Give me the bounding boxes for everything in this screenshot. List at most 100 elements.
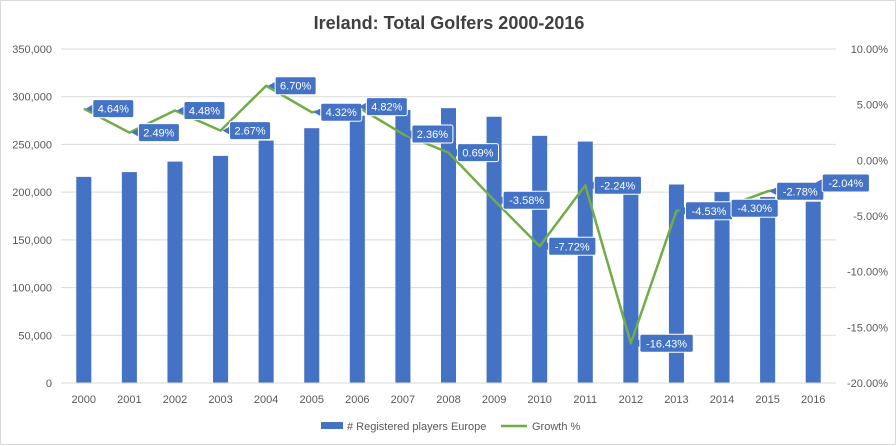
- right-tick-label: -5.00%: [853, 211, 888, 223]
- left-tick-label: 350,000: [12, 44, 52, 56]
- left-tick-label: 300,000: [12, 92, 52, 104]
- x-tick-label: 2003: [208, 394, 232, 406]
- chart-title: Ireland: Total Golfers 2000-2016: [314, 13, 585, 33]
- left-tick-label: 0: [46, 378, 52, 390]
- bar: [121, 172, 137, 383]
- growth-data-label: -2.24%: [587, 175, 642, 195]
- growth-data-label: 4.82%: [359, 97, 408, 117]
- x-tick-label: 2006: [345, 394, 369, 406]
- label-pointer: [587, 181, 595, 190]
- growth-data-label: -2.04%: [815, 173, 870, 193]
- bar: [167, 161, 183, 383]
- x-tick-label: 2004: [254, 394, 278, 406]
- right-tick-label: -10.00%: [847, 267, 888, 279]
- label-text: 4.82%: [371, 102, 402, 114]
- growth-data-label: 4.48%: [176, 100, 226, 120]
- label-pointer: [724, 204, 732, 213]
- label-pointer: [541, 242, 549, 251]
- x-tick-label: 2013: [664, 394, 688, 406]
- bar: [395, 110, 411, 384]
- label-pointer: [222, 126, 230, 135]
- label-box: [274, 76, 317, 96]
- label-box: [730, 198, 779, 218]
- label-text: -2.04%: [828, 178, 863, 190]
- label-text: 2.36%: [417, 129, 448, 141]
- label-text: 4.48%: [189, 105, 220, 117]
- label-box: [183, 100, 226, 120]
- x-tick-label: 2002: [163, 394, 187, 406]
- label-box: [548, 236, 597, 256]
- bar: [532, 135, 548, 383]
- right-tick-label: 0.00%: [857, 155, 888, 167]
- label-box: [593, 175, 642, 195]
- label-pointer: [496, 196, 504, 205]
- growth-data-label: -4.53%: [678, 201, 734, 221]
- x-tick-label: 2009: [482, 394, 506, 406]
- label-box: [457, 143, 499, 163]
- label-pointer: [176, 106, 184, 115]
- bar: [668, 184, 684, 383]
- bar: [623, 180, 639, 383]
- right-tick-label: -15.00%: [847, 322, 888, 334]
- label-text: 4.32%: [326, 107, 357, 119]
- x-tick-label: 2010: [527, 394, 551, 406]
- label-text: 4.64%: [98, 104, 129, 116]
- label-box: [137, 123, 180, 143]
- label-text: -2.78%: [783, 186, 818, 198]
- label-text: 2.49%: [143, 128, 174, 140]
- label-pointer: [450, 148, 458, 157]
- x-tick-label: 2000: [72, 394, 96, 406]
- growth-data-label: -16.43%: [632, 333, 694, 353]
- left-tick-label: 250,000: [12, 139, 52, 151]
- label-box: [502, 190, 551, 210]
- x-tick-label: 2016: [801, 394, 825, 406]
- label-text: -16.43%: [646, 338, 687, 350]
- bar: [805, 201, 821, 383]
- label-text: -4.30%: [737, 203, 772, 215]
- growth-data-label: 4.32%: [313, 102, 363, 122]
- label-text: -3.58%: [509, 195, 544, 207]
- right-tick-label: 5.00%: [857, 100, 888, 112]
- left-tick-label: 200,000: [12, 187, 52, 199]
- label-text: -2.24%: [600, 180, 635, 192]
- label-box: [229, 121, 272, 141]
- x-tick-label: 2008: [436, 394, 460, 406]
- right-tick-label: -20.00%: [847, 378, 888, 390]
- label-pointer: [131, 128, 139, 137]
- growth-data-label: 0.69%: [450, 143, 499, 163]
- x-tick-label: 2011: [573, 394, 597, 406]
- label-box: [320, 102, 363, 122]
- label-box: [411, 124, 454, 144]
- x-axis: 2000 2001 2002 2003 2004 2005 2006 2007 2008 2009…: [61, 382, 836, 406]
- label-pointer: [815, 179, 823, 188]
- growth-data-label: 6.70%: [268, 76, 317, 96]
- left-axis: 0 50,000 100,000 150,000 200,000 250,000 300,0…: [12, 44, 52, 390]
- label-box: [821, 173, 870, 193]
- left-tick-label: 50,000: [18, 330, 52, 342]
- label-pointer: [268, 81, 276, 90]
- x-tick-label: 2015: [755, 394, 779, 406]
- bar: [76, 176, 92, 383]
- growth-data-label: -4.30%: [724, 198, 779, 218]
- bar: [213, 155, 229, 383]
- label-box: [92, 99, 135, 119]
- growth-data-label: 2.36%: [404, 124, 454, 144]
- x-tick-label: 2005: [299, 394, 323, 406]
- data-labels: 4.64% 2.49% 4.48% 2.67% 6.70% 4.32% 4.82% 2.36%…: [85, 76, 870, 353]
- label-box: [639, 333, 694, 353]
- left-tick-label: 150,000: [12, 235, 52, 247]
- growth-data-label: 4.64%: [85, 99, 135, 119]
- label-pointer: [769, 187, 777, 196]
- bar: [577, 141, 593, 383]
- label-text: -7.72%: [555, 241, 590, 253]
- growth-data-label: -2.78%: [769, 181, 825, 201]
- growth-data-label: 2.49%: [131, 123, 180, 143]
- label-text: -4.53%: [692, 206, 727, 218]
- bar: [486, 116, 502, 384]
- label-text: 0.69%: [462, 148, 493, 160]
- right-tick-label: 10.00%: [851, 44, 889, 56]
- bar-series: [76, 108, 821, 384]
- x-tick-label: 2001: [117, 394, 141, 406]
- legend-label-line: Growth %: [532, 421, 581, 433]
